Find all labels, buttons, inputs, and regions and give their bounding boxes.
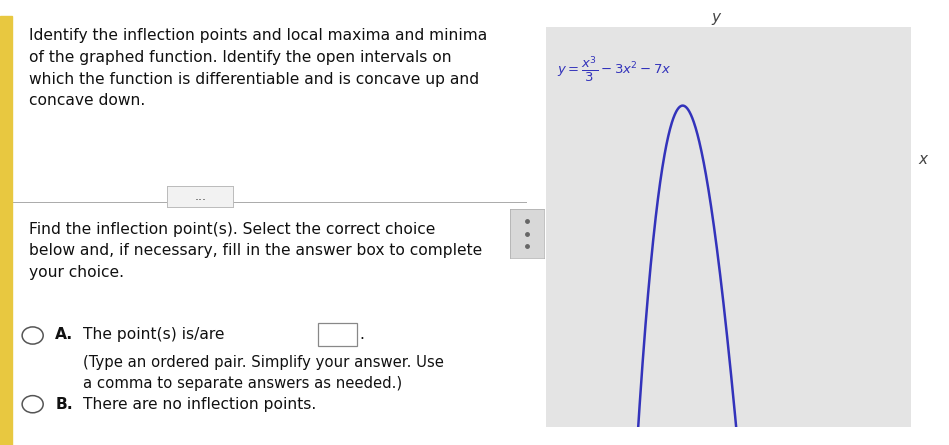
Text: A.: A. bbox=[55, 327, 74, 342]
Text: Find the inflection point(s). Select the correct choice
below and, if necessary,: Find the inflection point(s). Select the… bbox=[29, 222, 482, 280]
Text: There are no inflection points.: There are no inflection points. bbox=[84, 396, 316, 412]
Text: .: . bbox=[360, 327, 364, 342]
Text: $y = \dfrac{x^3}{3} - 3x^2 - 7x$: $y = \dfrac{x^3}{3} - 3x^2 - 7x$ bbox=[557, 54, 672, 84]
Bar bbox=[0, 16, 11, 445]
Text: ...: ... bbox=[195, 190, 206, 203]
Text: The point(s) is/are: The point(s) is/are bbox=[84, 327, 225, 342]
FancyBboxPatch shape bbox=[318, 324, 357, 346]
Text: x: x bbox=[918, 152, 927, 167]
Text: (Type an ordered pair. Simplify your answer. Use
a comma to separate answers as : (Type an ordered pair. Simplify your ans… bbox=[84, 355, 444, 391]
Text: Identify the inflection points and local maxima and minima
of the graphed functi: Identify the inflection points and local… bbox=[29, 28, 487, 108]
Text: B.: B. bbox=[55, 396, 73, 412]
Text: y: y bbox=[711, 10, 720, 25]
